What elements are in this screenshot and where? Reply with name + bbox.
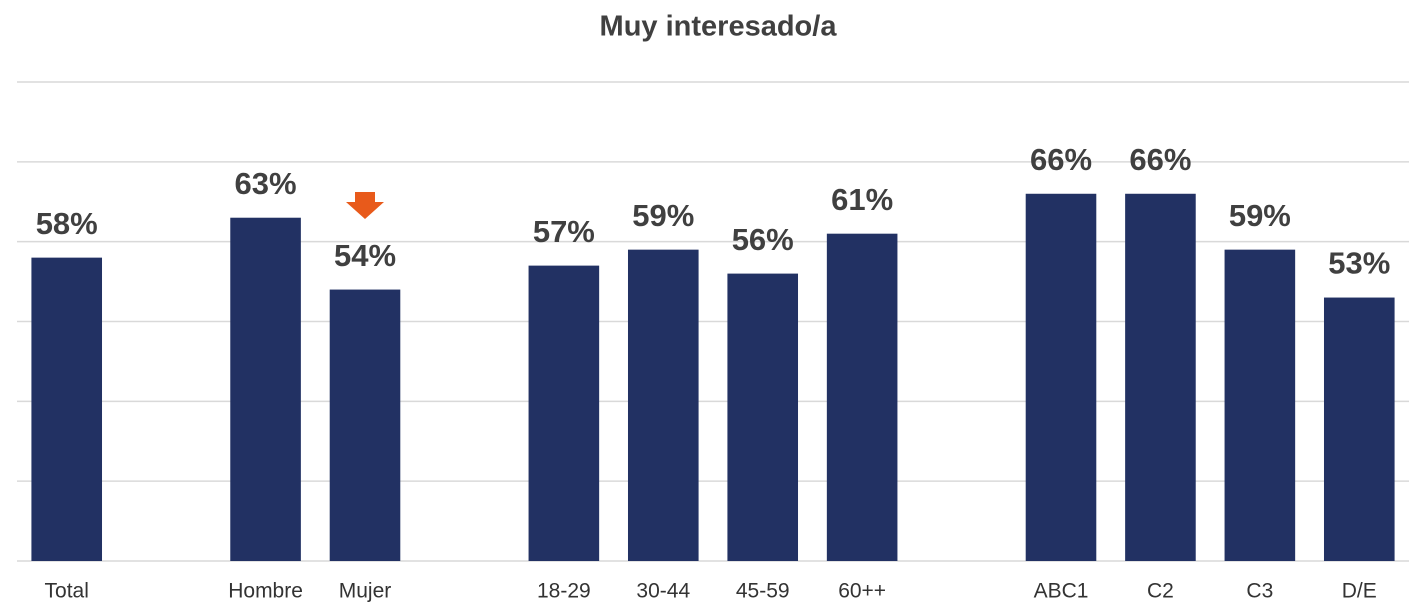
bar <box>1025 193 1097 561</box>
bar <box>528 265 600 561</box>
x-tick-label: ABC1 <box>1034 580 1089 603</box>
down-arrow-icon <box>346 192 384 219</box>
x-tick-label: 18-29 <box>537 580 591 603</box>
bar <box>627 249 699 561</box>
value-label: 66% <box>1030 142 1092 177</box>
bar <box>31 257 103 561</box>
bar <box>230 217 301 561</box>
x-tick-label: D/E <box>1342 580 1377 603</box>
x-tick-label: 45-59 <box>736 580 790 603</box>
x-tick-label: C2 <box>1147 580 1174 603</box>
value-label: 63% <box>235 166 297 201</box>
bar <box>826 233 898 561</box>
value-label: 59% <box>632 198 694 233</box>
value-label: 66% <box>1129 142 1191 177</box>
value-label: 59% <box>1229 198 1291 233</box>
value-label: 58% <box>36 206 98 241</box>
x-tick-label: Total <box>45 580 89 603</box>
bar <box>727 273 799 561</box>
x-tick-label: Hombre <box>228 580 303 603</box>
bar <box>329 289 401 561</box>
value-label: 53% <box>1328 246 1390 281</box>
chart-title: Muy interesado/a <box>600 11 838 43</box>
bar <box>1224 249 1296 561</box>
value-label: 54% <box>334 238 396 273</box>
bar <box>1323 297 1395 561</box>
bar <box>1125 193 1196 561</box>
x-tick-label: Mujer <box>339 580 392 603</box>
value-label: 56% <box>732 222 794 257</box>
value-label: 61% <box>831 182 893 217</box>
x-tick-label: 60++ <box>838 580 886 603</box>
x-tick-label: C3 <box>1246 580 1273 603</box>
x-tick-label: 30-44 <box>636 580 690 603</box>
value-label: 57% <box>533 214 595 249</box>
